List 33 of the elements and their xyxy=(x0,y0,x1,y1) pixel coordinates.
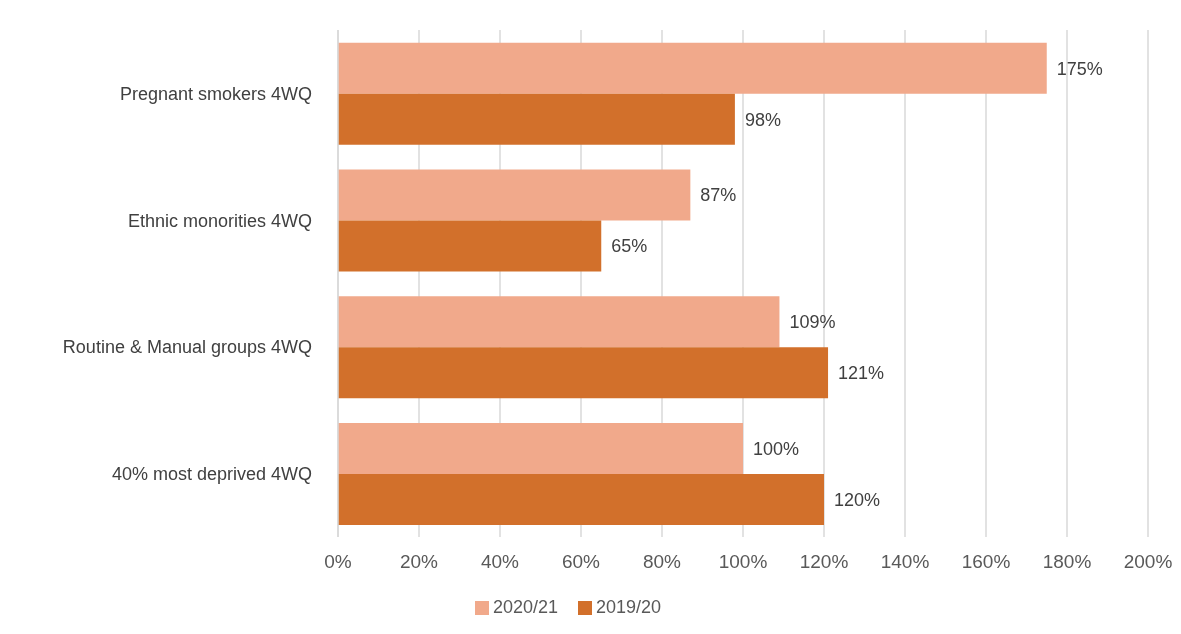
y-tick-label: Routine & Manual groups 4WQ xyxy=(62,337,312,358)
bar xyxy=(338,422,743,474)
x-tick-label: 40% xyxy=(480,551,520,573)
data-label: 109% xyxy=(789,312,836,333)
x-tick-label: 120% xyxy=(799,551,849,573)
bar xyxy=(338,42,1047,94)
legend-label: 2020/21 xyxy=(492,597,558,617)
bar xyxy=(338,220,602,272)
bar xyxy=(338,169,691,221)
data-label: 87% xyxy=(700,185,737,206)
x-tick-label: 100% xyxy=(718,551,768,573)
data-label: 100% xyxy=(753,438,800,459)
x-tick-label: 200% xyxy=(1123,551,1173,573)
data-label: 120% xyxy=(834,489,881,510)
x-tick-label: 20% xyxy=(399,551,439,573)
x-tick-label: 160% xyxy=(961,551,1011,573)
y-tick-label: Pregnant smokers 4WQ xyxy=(119,83,312,104)
x-tick-label: 180% xyxy=(1042,551,1092,573)
data-label: 175% xyxy=(1056,58,1103,79)
y-tick-label: Ethnic monorities 4WQ xyxy=(127,210,312,231)
bar xyxy=(338,296,780,348)
x-tick-label: 0% xyxy=(324,551,352,573)
y-tick-label: 40% most deprived 4WQ xyxy=(111,464,312,485)
data-label: 98% xyxy=(744,109,781,130)
bar xyxy=(338,93,735,145)
x-tick-label: 60% xyxy=(561,551,601,573)
bar xyxy=(338,347,829,399)
data-label: 121% xyxy=(838,363,885,384)
data-label: 65% xyxy=(611,236,648,257)
legend-label: 2019/20 xyxy=(596,597,662,617)
x-tick-label: 140% xyxy=(880,551,930,573)
bar xyxy=(338,473,824,525)
x-tick-label: 80% xyxy=(642,551,682,573)
